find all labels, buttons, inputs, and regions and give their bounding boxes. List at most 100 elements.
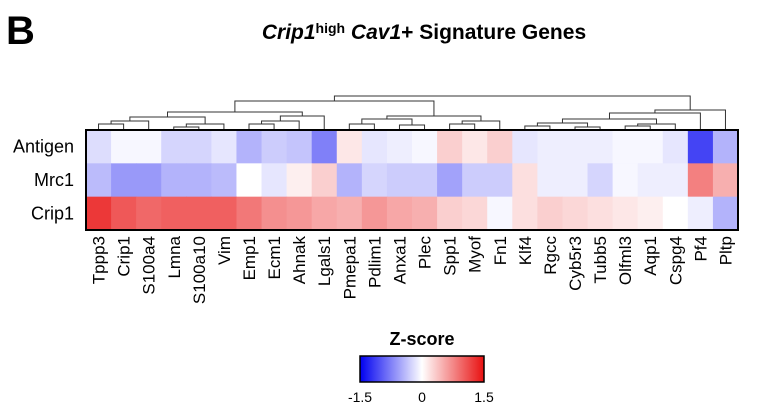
column-label: Lgals1 — [315, 236, 334, 286]
heatmap-cell — [662, 130, 689, 164]
column-label: Myof — [466, 236, 485, 273]
heatmap-cell — [687, 196, 714, 231]
row-label: Mrc1 — [34, 170, 74, 190]
heatmap-cell — [662, 196, 689, 231]
heatmap-cell — [261, 130, 288, 164]
heatmap-cell — [612, 196, 639, 231]
title-suffix: + Signature Genes — [401, 21, 586, 44]
heatmap-cell — [437, 196, 463, 231]
column-label: Fn1 — [491, 236, 510, 265]
column-label: Aqp1 — [641, 236, 660, 276]
column-label: Tppp3 — [90, 236, 109, 284]
column-label: S100a4 — [140, 236, 159, 295]
heatmap-cell — [186, 196, 212, 231]
colorbar-title: Z-score — [389, 329, 454, 349]
heatmap-cell — [336, 196, 363, 231]
column-label: Emp1 — [240, 236, 259, 280]
heatmap-cell — [487, 163, 513, 198]
heatmap-cell — [537, 163, 563, 198]
heatmap-cell — [261, 196, 288, 231]
column-label: Ahnak — [290, 236, 309, 285]
column-label: Tubb5 — [591, 236, 610, 284]
heatmap-cell — [211, 196, 237, 231]
heatmap-cell — [361, 130, 388, 164]
heatmap-cell — [662, 163, 689, 198]
heatmap-cell — [386, 196, 413, 231]
column-label: Pltp — [716, 236, 735, 265]
title-gene-1: Crip1 — [262, 21, 316, 44]
heatmap-cell — [637, 163, 664, 198]
title-gene-2: Cav1 — [345, 21, 401, 44]
chart-title: Crip1high Cav1+ Signature Genes — [262, 20, 586, 44]
heatmap-cell — [562, 196, 589, 231]
column-label: S100a10 — [190, 236, 209, 304]
heatmap-cell — [462, 163, 488, 198]
column-label: Cspg4 — [666, 236, 685, 285]
column-label: Vim — [215, 236, 234, 265]
heatmap-cell — [336, 163, 363, 198]
heatmap-cell — [537, 130, 563, 164]
heatmap-cells — [86, 130, 739, 231]
column-label: Ecm1 — [265, 236, 284, 279]
heatmap-cell — [186, 130, 212, 164]
column-label: Pf4 — [691, 236, 710, 262]
column-label: Lmna — [165, 235, 184, 278]
heatmap-cell — [136, 130, 162, 164]
heatmap-cell — [712, 196, 739, 231]
heatmap-frame — [85, 129, 739, 231]
column-label: Anxa1 — [390, 236, 409, 284]
dendrogram-branch — [261, 120, 300, 130]
heatmap-cell — [612, 130, 639, 164]
heatmap-cell — [462, 130, 488, 164]
heatmap-cell — [412, 130, 438, 164]
heatmap-cell — [562, 130, 589, 164]
heatmap-cell — [487, 130, 513, 164]
heatmap-cell — [712, 163, 739, 198]
heatmap-cell — [311, 130, 338, 164]
heatmap-cell — [462, 196, 488, 231]
column-label: Olfml3 — [616, 236, 635, 285]
heatmap-cell — [136, 163, 162, 198]
heatmap-cell — [587, 196, 614, 231]
heatmap-cell — [386, 130, 413, 164]
heatmap-cell — [637, 196, 664, 231]
heatmap-cell — [136, 196, 162, 231]
heatmap-cell — [111, 163, 137, 198]
colorbar-ticks: -1.5 0 1.5 — [348, 389, 494, 405]
column-label: Crip1 — [115, 236, 134, 277]
heatmap-cell — [587, 163, 614, 198]
heatmap-cell — [587, 130, 614, 164]
heatmap-cell — [286, 163, 313, 198]
column-label: Plec — [416, 236, 435, 270]
heatmap-cell — [111, 196, 137, 231]
heatmap-cell — [437, 163, 463, 198]
row-label: Antigen — [13, 137, 74, 157]
colorbar-tick-label: 0 — [418, 389, 426, 405]
colorbar — [359, 355, 485, 383]
heatmap-cell — [361, 163, 388, 198]
heatmap-cell — [512, 130, 538, 164]
dendrogram-branch — [279, 115, 325, 130]
heatmap-cell — [386, 163, 413, 198]
column-dendrogram — [98, 95, 726, 130]
colorbar-tick-label: 1.5 — [474, 389, 494, 405]
heatmap-cell — [236, 163, 263, 198]
heatmap-cell — [412, 163, 438, 198]
heatmap-cell — [86, 130, 112, 164]
column-label: Pdlim1 — [365, 236, 384, 288]
column-label: Spp1 — [441, 236, 460, 276]
heatmap-cell — [86, 163, 112, 198]
heatmap-cell — [712, 130, 739, 164]
heatmap-cell — [687, 163, 714, 198]
heatmap-cell — [261, 163, 288, 198]
heatmap-cell — [211, 130, 237, 164]
heatmap-cell — [437, 130, 463, 164]
heatmap-cell — [86, 196, 112, 231]
dendrogram-branch — [461, 120, 501, 130]
heatmap-cell — [512, 163, 538, 198]
heatmap-cell — [286, 130, 313, 164]
dendrogram-branch — [234, 100, 435, 116]
dendrogram-branch — [110, 120, 150, 130]
heatmap-cell — [687, 130, 714, 164]
